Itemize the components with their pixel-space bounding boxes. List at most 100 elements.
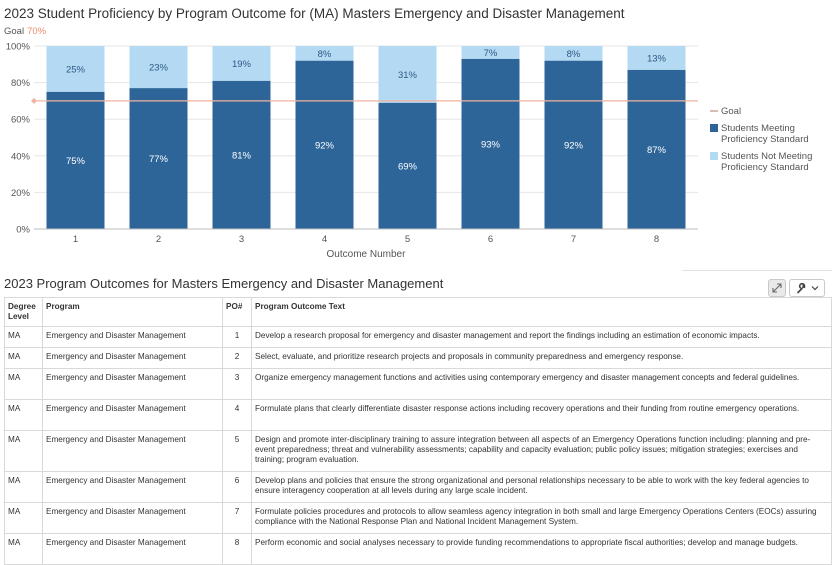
x-tick-label: 7 [571,234,576,245]
data-label-not-meeting: 31% [398,70,418,81]
program-outcomes-table: Degree Level Program PO# Program Outcome… [4,297,832,565]
cell-degree-level: MA [4,533,43,565]
header-degree-level: Degree Level [4,297,43,327]
bar-meeting [129,88,188,229]
legend-label: Proficiency Standard [721,162,809,173]
divider [682,270,832,271]
bar-meeting [627,69,686,229]
header-outcome-text: Program Outcome Text [251,297,832,327]
bar-not-meeting [544,46,603,61]
data-label-not-meeting: 8% [318,49,332,60]
bar-meeting [461,58,520,230]
chevron-down-icon [811,286,818,291]
cell-outcome-text: Formulate plans that clearly differentia… [251,399,832,431]
table-row: MA Emergency and Disaster Management 2 Sele… [4,347,832,369]
cell-program: Emergency and Disaster Management [42,399,223,431]
cell-degree-level: MA [4,502,43,534]
cell-program: Emergency and Disaster Management [42,326,223,348]
table-row: MA Emergency and Disaster Management 4 Form… [4,399,832,431]
cell-degree-level: MA [4,368,43,400]
bar-not-meeting [461,46,520,59]
x-tick-label: 8 [654,234,659,245]
goal-caption-label: Goal [4,26,25,37]
cell-po-number: 6 [222,471,252,503]
expand-icon [772,283,782,293]
bar-meeting [295,60,354,229]
data-label-not-meeting: 19% [232,59,252,70]
bar-not-meeting [46,46,105,92]
y-tick-label: 60% [11,115,31,126]
bar-not-meeting [378,46,437,103]
cell-po-number: 7 [222,502,252,534]
data-label-not-meeting: 8% [567,49,581,60]
y-tick-label: 100% [6,42,31,53]
cell-degree-level: MA [4,347,43,369]
bar-meeting [544,60,603,229]
x-tick-label: 3 [239,234,244,245]
bar-not-meeting [212,46,271,81]
cell-program: Emergency and Disaster Management [42,471,223,503]
goal-marker [31,97,37,104]
cell-po-number: 4 [222,399,252,431]
header-po-number: PO# [222,297,252,327]
y-tick-label: 0% [16,225,30,236]
table-row: MA Emergency and Disaster Management 8 Perf… [4,533,832,565]
bar-not-meeting [295,46,354,61]
options-button[interactable] [789,279,825,297]
data-label-meeting: 81% [232,150,252,161]
chart-title: 2023 Student Proficiency by Program Outc… [4,6,625,21]
data-label-not-meeting: 13% [647,53,667,64]
bar-meeting [46,91,105,229]
cell-program: Emergency and Disaster Management [42,502,223,534]
data-label-meeting: 77% [149,154,169,165]
table-row: MA Emergency and Disaster Management 5 Desi… [4,430,832,472]
legend-label: Students Not Meeting [721,151,812,162]
cell-po-number: 8 [222,533,252,565]
bar-meeting [378,102,437,229]
cell-po-number: 3 [222,368,252,400]
x-tick-label: 2 [156,234,161,245]
cell-outcome-text: Develop a research proposal for emergenc… [251,326,832,348]
data-label-not-meeting: 7% [484,48,498,59]
cell-outcome-text: Select, evaluate, and prioritize researc… [251,347,832,369]
cell-outcome-text: Design and promote inter-disciplinary tr… [251,430,832,472]
cell-po-number: 1 [222,326,252,348]
cell-outcome-text: Develop plans and policies that ensure t… [251,471,832,503]
cell-program: Emergency and Disaster Management [42,368,223,400]
y-tick-label: 80% [11,78,31,89]
cell-program: Emergency and Disaster Management [42,430,223,472]
table-row: MA Emergency and Disaster Management 7 Form… [4,502,832,534]
cell-degree-level: MA [4,471,43,503]
x-tick-label: 6 [488,234,493,245]
x-tick-label: 5 [405,234,410,245]
data-label-meeting: 69% [398,161,418,172]
data-label-not-meeting: 23% [149,63,169,74]
cell-outcome-text: Organize emergency management functions … [251,368,832,400]
data-label-meeting: 93% [481,139,501,150]
cell-outcome-text: Formulate policies procedures and protoc… [251,502,832,534]
bar-not-meeting [627,46,686,70]
table-row: MA Emergency and Disaster Management 6 Deve… [4,471,832,503]
cell-degree-level: MA [4,430,43,472]
cell-degree-level: MA [4,326,43,348]
proficiency-chart: 0%20%40%60%80%100%75%25%177%23%281%19%39… [6,42,813,261]
table-row: MA Emergency and Disaster Management 1 Deve… [4,326,832,348]
table-title: 2023 Program Outcomes for Masters Emerge… [4,276,444,291]
cell-degree-level: MA [4,399,43,431]
data-label-meeting: 92% [315,140,335,151]
cell-po-number: 2 [222,347,252,369]
y-tick-label: 20% [11,188,31,199]
cell-outcome-text: Perform economic and social analyses nec… [251,533,832,565]
goal-caption-value: 70% [27,26,47,37]
legend-swatch [710,124,718,132]
header-program: Program [42,297,223,327]
x-tick-label: 4 [322,234,327,245]
legend-label: Goal [721,106,741,117]
y-tick-label: 40% [11,151,31,162]
wrench-icon [796,282,805,293]
data-label-meeting: 87% [647,145,667,156]
legend-label: Students Meeting [721,123,795,134]
expand-button[interactable] [768,279,786,297]
legend-swatch [710,152,718,160]
cell-program: Emergency and Disaster Management [42,533,223,565]
